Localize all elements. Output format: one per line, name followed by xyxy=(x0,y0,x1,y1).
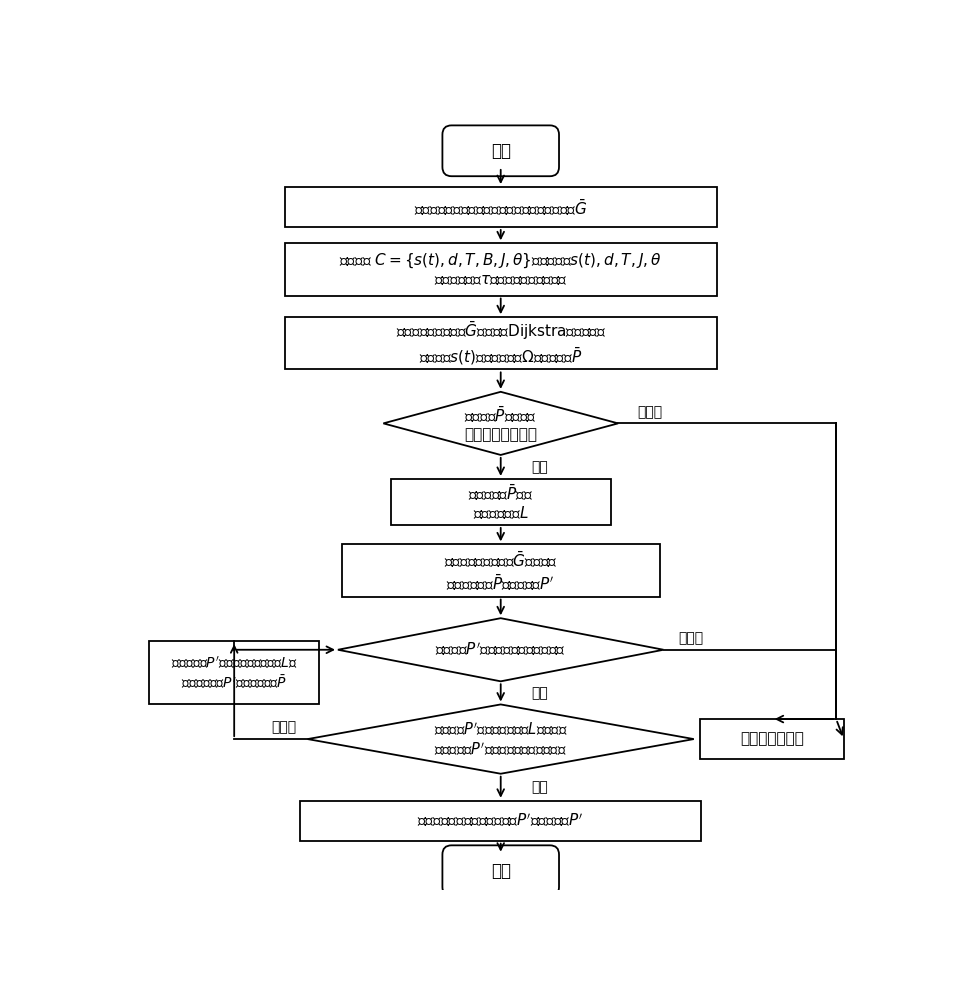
Bar xyxy=(300,801,701,841)
Polygon shape xyxy=(308,704,694,774)
Bar xyxy=(391,479,611,525)
Text: 将次短路径$P'$加入到已知路径集合$L$，
并将次短路径$P'$作为最短路径$\bar{P}$: 将次短路径$P'$加入到已知路径集合$L$， 并将次短路径$P'$作为最短路径$… xyxy=(171,655,298,691)
Text: 满足: 满足 xyxy=(531,780,548,794)
Text: 最短路径$\bar{P}$是否满足
路径的优化目标？: 最短路径$\bar{P}$是否满足 路径的优化目标？ xyxy=(464,405,537,442)
Text: 开始: 开始 xyxy=(490,142,511,160)
Polygon shape xyxy=(338,618,663,681)
Text: 输出满足优化目标的已知路径$P'$和次短路径$P'$: 输出满足优化目标的已知路径$P'$和次短路径$P'$ xyxy=(417,812,584,829)
Text: 在时隙化时间扩展图$\bar{G}$中，通过Dijkstra算法计算业
务源节点$s(t)$到虚拟汇节点$\Omega$的最短路径$\bar{P}$: 在时隙化时间扩展图$\bar{G}$中，通过Dijkstra算法计算业 务源节点… xyxy=(396,320,606,367)
Bar xyxy=(285,317,716,369)
FancyBboxPatch shape xyxy=(443,125,559,176)
Text: 结束: 结束 xyxy=(490,862,511,880)
Text: 根据网络场景和业务约束构建时隙化时间扩展图$\bar{G}$: 根据网络场景和业务约束构建时隙化时间扩展图$\bar{G}$ xyxy=(414,197,587,217)
Text: 将最短路径$\bar{P}$加入
已知路径集合$L$: 将最短路径$\bar{P}$加入 已知路径集合$L$ xyxy=(468,482,533,522)
Bar xyxy=(285,243,716,296)
Text: 不满足: 不满足 xyxy=(679,631,703,645)
Bar xyxy=(285,187,716,227)
Bar xyxy=(342,544,659,597)
Polygon shape xyxy=(383,392,618,455)
Text: 在时隙化时间扩展图$\bar{G}$中计算相
对于最短路径$\bar{P}$的次短路径$P'$: 在时隙化时间扩展图$\bar{G}$中计算相 对于最短路径$\bar{P}$的次… xyxy=(444,549,558,592)
Text: 不满足: 不满足 xyxy=(272,721,296,735)
Text: 满足: 满足 xyxy=(531,460,548,474)
Bar xyxy=(700,719,844,759)
Text: 不满足: 不满足 xyxy=(637,405,662,419)
Text: 次短路径$P'$和已知路径集合$L$中的每一
条已知路径$P'$是否满足路径的优化目标: 次短路径$P'$和已知路径集合$L$中的每一 条已知路径$P'$是否满足路径的优… xyxy=(434,720,568,758)
Text: 根据业务 $C=\{s(t),d,T,B,J,\theta\}$的约束条件$s(t),d,T,J,\theta$
以及时隙长度$\tau$，确定路径的优化目标: 根据业务 $C=\{s(t),d,T,B,J,\theta\}$的约束条件$s(… xyxy=(339,251,662,287)
Text: 满足: 满足 xyxy=(531,686,548,700)
Text: 次短路径$P'$是否满足路径的优化目标: 次短路径$P'$是否满足路径的优化目标 xyxy=(436,641,566,658)
FancyBboxPatch shape xyxy=(443,845,559,896)
Text: 调度业务不成功: 调度业务不成功 xyxy=(740,732,804,747)
Bar xyxy=(149,641,319,704)
